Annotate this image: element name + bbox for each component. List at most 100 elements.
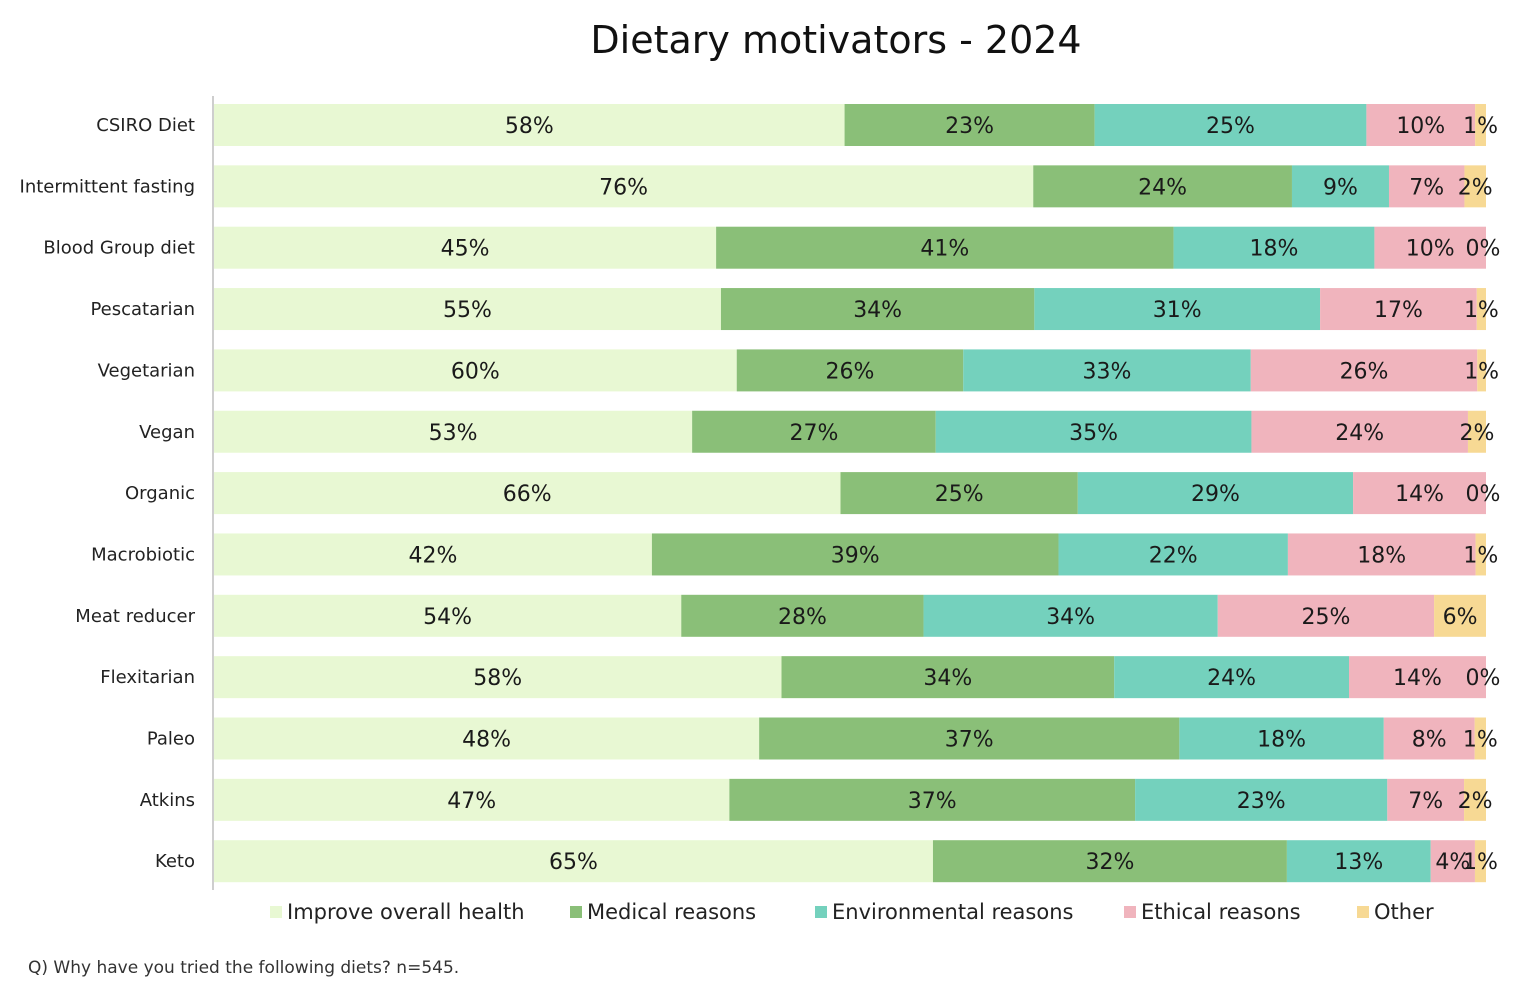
data-label: 10% [1406,237,1455,262]
bar-segment [736,349,964,392]
bar-segment [1430,840,1475,883]
bar-segment [1387,778,1465,821]
bar-segment [1434,594,1486,637]
legend-swatch [1124,906,1136,918]
category-label: Blood Group diet [43,238,195,259]
category-label: Vegetarian [98,360,195,381]
bar-segment [1286,840,1431,883]
data-label: 18% [1257,728,1306,753]
data-label: 0% [1466,237,1501,262]
data-label: 58% [473,666,522,691]
data-label: 0% [1466,482,1501,507]
data-label: 42% [408,543,457,568]
data-label: 13% [1334,850,1383,875]
data-label: 26% [826,359,875,384]
bar-segment [840,472,1078,515]
data-label: 1% [1463,114,1498,139]
bar-segment [1077,472,1354,515]
legend-label: Ethical reasons [1141,900,1301,924]
bar-segment [1173,226,1375,269]
bar-segment [1179,717,1384,760]
bar-segment [214,165,1034,208]
bar-segment [729,778,1136,821]
legend-swatch [815,906,827,918]
legend-label: Environmental reasons [832,900,1073,924]
data-label: 54% [423,605,472,630]
data-label: 2% [1458,175,1493,200]
data-label: 35% [1069,421,1118,446]
data-label: 27% [789,421,838,446]
bar-segment [923,594,1218,637]
data-label: 26% [1340,359,1389,384]
bar-segment [214,288,721,331]
data-label: 1% [1463,850,1498,875]
data-label: 1% [1463,728,1498,753]
category-label: Paleo [147,729,195,750]
bar-segment [214,349,737,392]
bar-segment [1287,533,1476,576]
data-label: 45% [441,237,490,262]
legend-label: Medical reasons [587,900,756,924]
data-label: 47% [447,789,496,814]
category-label: Meat reducer [75,606,195,627]
data-label: 23% [945,114,994,139]
data-label: 18% [1357,543,1406,568]
bar-segment [651,533,1059,576]
bar-segment [935,410,1252,453]
data-label: 1% [1464,298,1499,323]
data-label: 23% [1237,789,1286,814]
data-label: 37% [945,728,994,753]
category-label: Macrobiotic [91,544,195,565]
data-label: 0% [1466,666,1501,691]
bar-segment [1464,165,1486,208]
data-label: 29% [1191,482,1240,507]
category-label: Atkins [140,790,195,811]
data-label: 58% [505,114,554,139]
data-label: 34% [923,666,972,691]
bar-segment [1474,840,1486,883]
data-label: 7% [1409,175,1444,200]
data-label: 65% [549,850,598,875]
bar-segment [214,594,682,637]
bar-segment [1114,656,1350,699]
data-label: 24% [1207,666,1256,691]
data-label: 1% [1464,359,1499,384]
legend-swatch [270,906,282,918]
bar-segment [1477,349,1486,392]
data-label: 7% [1408,789,1443,814]
bar-segment [214,226,717,269]
bar-segment [1217,594,1435,637]
bar-segment [1033,165,1292,208]
bar-segment [1094,104,1367,146]
data-label: 14% [1393,666,1442,691]
data-label: 14% [1395,482,1444,507]
category-label: Pescatarian [90,299,195,320]
bar-segment [1388,165,1465,208]
bar-segment [1366,104,1476,146]
category-label: Vegan [139,422,195,443]
category-label: Intermittent fasting [20,176,195,197]
data-label: 2% [1458,789,1493,814]
stacked-bar-chart: CSIRO Diet 58% 23% 25% 10% 1% Intermittent fas… [20,96,1501,924]
bar-segment [932,840,1287,883]
data-label: 55% [443,298,492,323]
chart-title: Dietary motivators - 2024 [590,18,1082,62]
data-label: 41% [920,237,969,262]
bar-segment [1349,656,1486,699]
data-label: 4% [1435,850,1470,875]
bar-segment [214,472,841,515]
data-label: 10% [1396,114,1445,139]
bar-segment [214,778,730,821]
bar-segment [214,840,933,883]
data-label: 60% [451,359,500,384]
category-label: Keto [155,851,195,872]
bar-segment [716,226,1174,269]
data-label: 17% [1374,298,1423,323]
bar-segment [214,533,652,576]
bar-segment [1474,717,1486,760]
bar-segment [214,104,845,146]
data-label: 32% [1085,850,1134,875]
category-label: Organic [125,483,195,504]
data-label: 24% [1335,421,1384,446]
bar-segment [1058,533,1288,576]
